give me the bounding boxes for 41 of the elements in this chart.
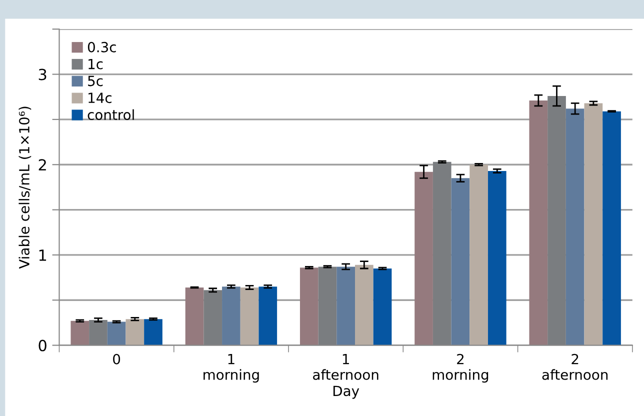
bar [451,178,470,346]
bar [240,287,259,346]
legend-label: 1c [88,58,103,70]
legend-label: control [88,109,134,120]
bar [566,108,584,346]
bar [548,96,566,346]
bar [355,264,374,346]
bar [584,103,603,346]
bar [144,319,162,346]
x-tick-label: 1 afternoon [313,354,378,380]
legend-label: 14c [88,92,112,104]
legend-label: 0.3c [88,42,116,52]
bar [529,100,548,346]
bar [602,111,621,346]
x-tick-label: 2 morning [432,354,488,383]
bar [107,322,126,346]
bar [300,268,318,346]
bar [204,290,222,346]
bar [488,170,506,346]
bar [414,172,433,346]
bar [336,266,355,346]
bar [373,268,392,346]
bar [89,320,108,346]
y-tick-label: 0 [38,340,46,352]
y-axis-title: Viable cells/mL (1×10⁶) [18,106,32,269]
x-tick-label: 0 [113,354,120,364]
x-tick-label: 2 afternoon [542,354,608,380]
y-tick-label: 2 [38,159,46,170]
bar [222,286,240,346]
bar [126,319,144,346]
y-tick-label: 3 [38,68,46,80]
y-tick-label: 1 [39,250,46,261]
bar [258,286,278,346]
bar [470,164,488,346]
x-tick-label: 1 morning [204,354,259,383]
bar [70,320,90,346]
bar [318,266,337,346]
x-axis-title: Day [333,386,360,399]
bar [432,162,452,346]
bar [185,287,204,346]
legend-label: 5c [88,76,103,86]
